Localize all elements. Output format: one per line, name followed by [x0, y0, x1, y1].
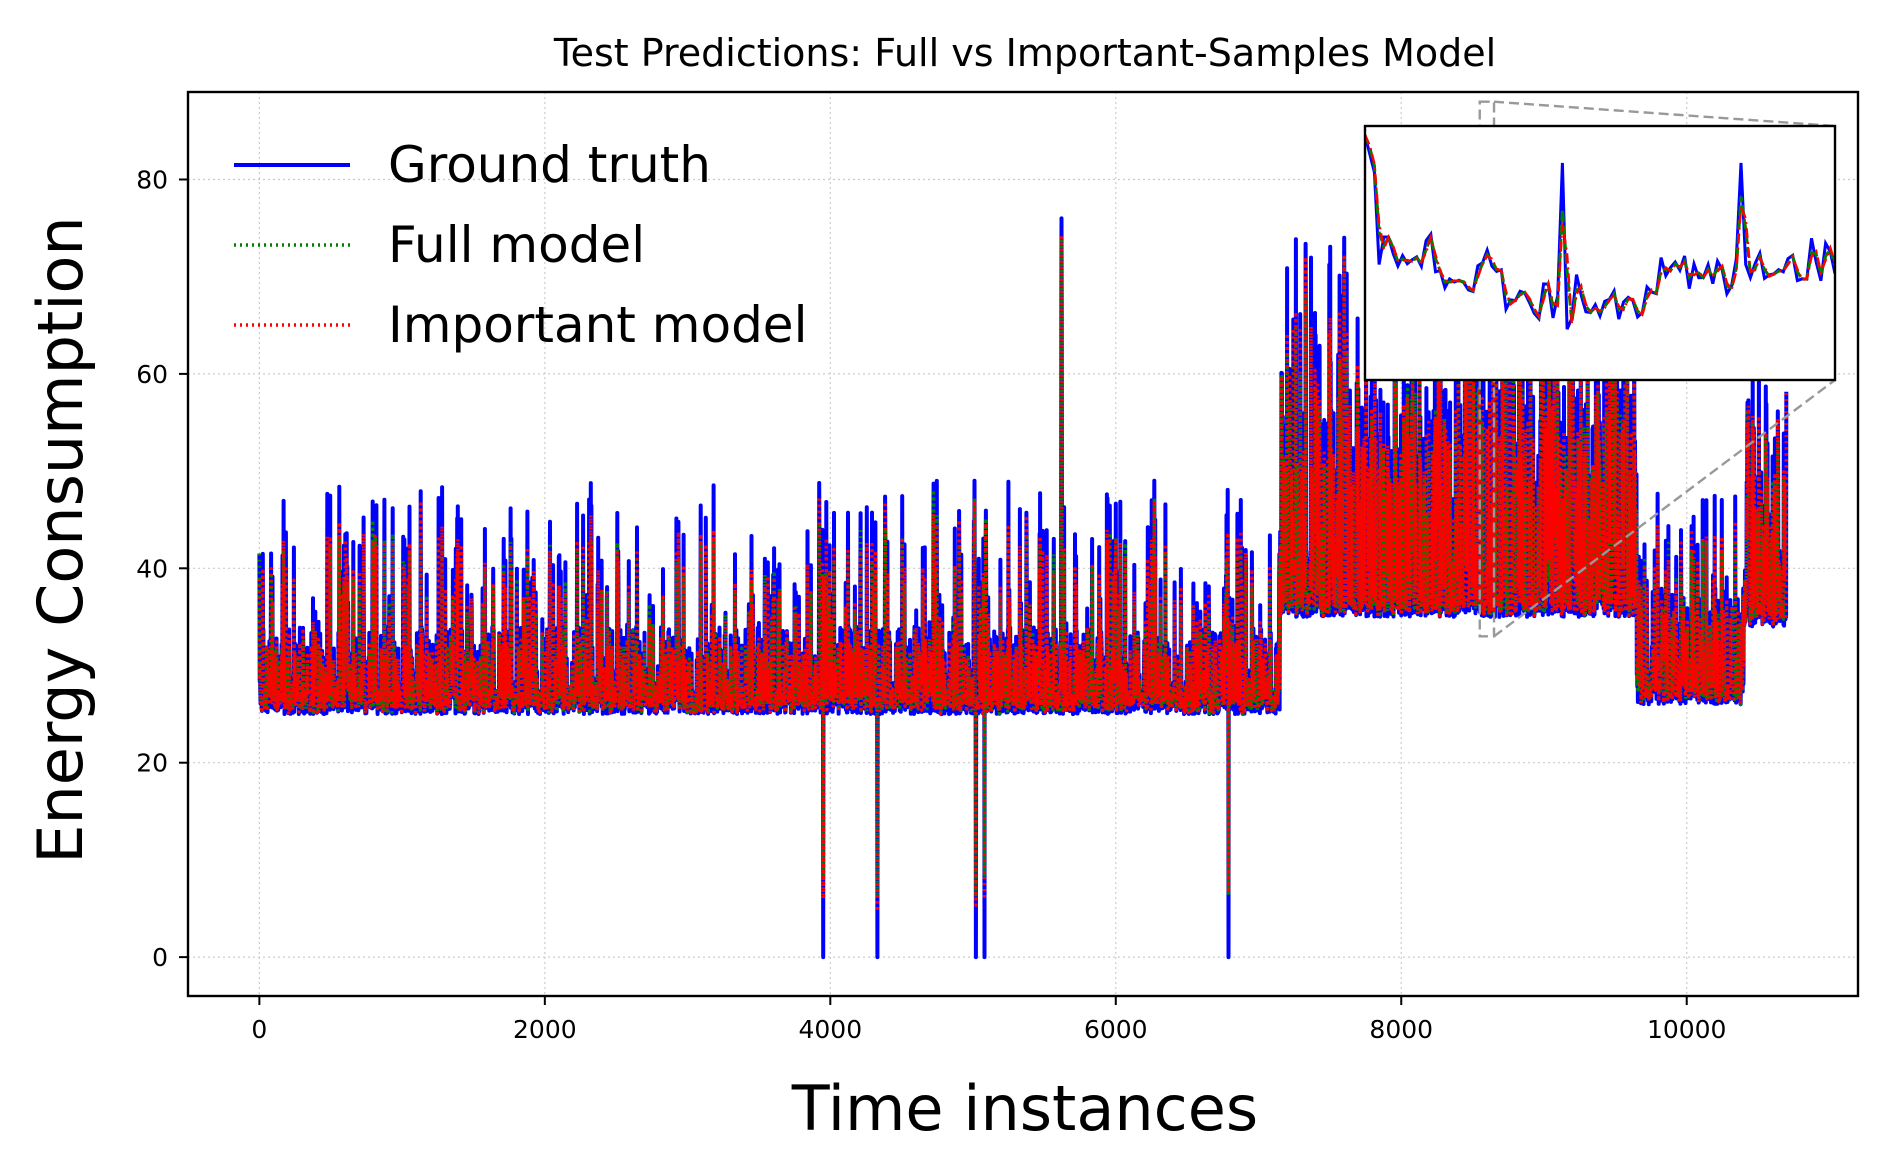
- legend-label-full-model: Full model: [388, 216, 645, 274]
- zoom-inset: [1363, 100, 1837, 638]
- inset-line-important-model: [1365, 134, 1835, 324]
- x-axis-label: Time instances: [791, 1072, 1258, 1145]
- zoom-connector-bottom: [1493, 379, 1836, 638]
- y-tick-label: 40: [136, 554, 168, 583]
- x-tick-label: 0: [251, 1015, 267, 1044]
- x-tick-label: 4000: [798, 1015, 862, 1044]
- series-line-important-model: [257, 236, 1789, 911]
- x-tick-label: 6000: [1084, 1015, 1148, 1044]
- axes-frame: [186, 90, 1860, 998]
- x-tick-label: 10000: [1647, 1015, 1727, 1044]
- y-axis-label: Energy Consumption: [24, 216, 97, 863]
- y-tick-label: 20: [136, 749, 168, 778]
- legend-label-important-model: Important model: [388, 296, 807, 354]
- y-tick-label: 60: [136, 360, 168, 389]
- legend-label-ground-truth: Ground truth: [388, 136, 711, 194]
- x-tick-label: 2000: [513, 1015, 577, 1044]
- inset-frame: [1363, 124, 1837, 382]
- inset-plot: [1365, 134, 1835, 330]
- inset-background: [1365, 126, 1835, 380]
- chart-title: Test Predictions: Full vs Important-Samp…: [553, 31, 1496, 75]
- axes: 0 2000 4000 6000 8000 10000 0 20 40 60 80: [136, 90, 1860, 1044]
- legend: Ground truth Full model Important model: [234, 136, 807, 354]
- y-tick-label: 0: [152, 943, 168, 972]
- inset-line-ground-truth: [1365, 134, 1835, 330]
- y-tick-label: 80: [136, 165, 168, 194]
- zoom-connector-top: [1493, 100, 1836, 128]
- x-tick-label: 8000: [1369, 1015, 1433, 1044]
- plot-area: [257, 216, 1789, 960]
